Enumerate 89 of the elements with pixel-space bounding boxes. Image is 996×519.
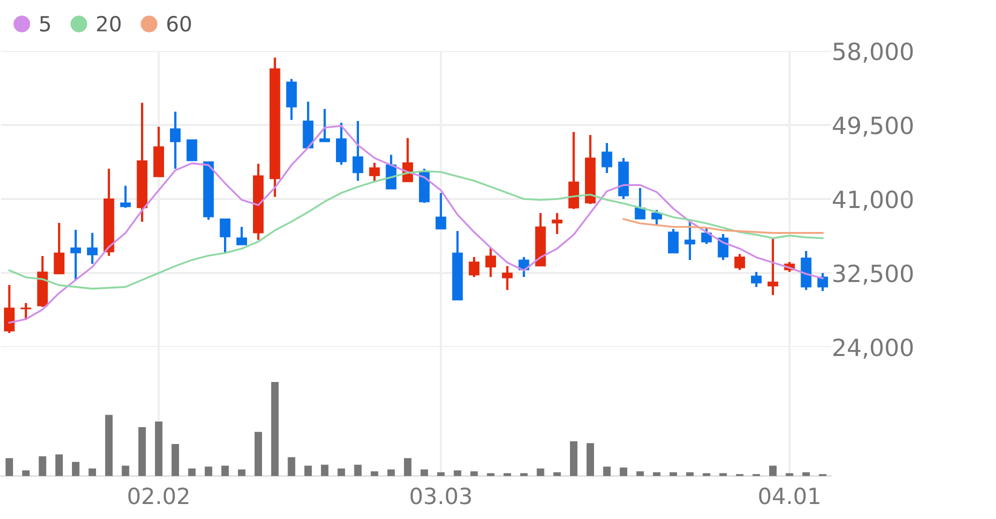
bar: [38, 456, 46, 476]
bar: [88, 468, 96, 476]
bar: [520, 473, 528, 476]
candlestick: [20, 302, 32, 322]
candlestick: [4, 284, 15, 334]
bar: [254, 432, 262, 476]
bar: [603, 466, 611, 476]
candlestick: [319, 108, 330, 143]
candlestick: [70, 228, 82, 282]
candlestick: [602, 142, 612, 174]
candlestick: [236, 226, 248, 246]
bar: [470, 471, 478, 476]
candlestick: [170, 110, 181, 170]
bar: [620, 468, 628, 476]
bar: [22, 470, 30, 476]
candlestick: [817, 272, 828, 292]
bar: [586, 443, 594, 476]
bar: [154, 421, 162, 476]
candlestick: [86, 232, 98, 265]
y-tick-label: 24,000: [833, 338, 913, 359]
bar: [55, 454, 63, 476]
candlestick: [651, 208, 662, 226]
candlestick: [734, 252, 746, 272]
bar: [138, 427, 146, 476]
bar: [221, 466, 229, 476]
line-series: [622, 218, 824, 234]
x-tick-label: 03.03: [410, 488, 471, 504]
bar: [387, 469, 395, 476]
bar: [802, 472, 810, 476]
candlestick: [120, 184, 131, 209]
bar: [636, 471, 644, 476]
bar: [320, 464, 328, 476]
bar: [72, 462, 80, 476]
bar: [652, 472, 660, 476]
y-tick-label: 41,000: [832, 190, 913, 211]
candlestick: [718, 232, 728, 262]
bar: [454, 470, 462, 476]
candlestick: [768, 238, 778, 296]
x-tick-label: 02.02: [128, 488, 188, 504]
candlestick: [186, 139, 198, 162]
legend-label: 5: [40, 16, 50, 32]
bar: [304, 466, 312, 476]
bar: [404, 458, 412, 476]
candlestick: [750, 270, 762, 288]
bar: [570, 441, 578, 476]
bar: [702, 473, 710, 476]
candlestick: [668, 228, 679, 254]
bar: [204, 466, 212, 476]
candlestick: [436, 192, 446, 230]
candlestick: [701, 226, 712, 246]
bar: [786, 473, 794, 476]
bar: [271, 382, 279, 476]
bar: [536, 468, 544, 476]
candlestick: [369, 162, 380, 183]
bar: [338, 468, 346, 476]
bar: [172, 444, 180, 476]
candlestick: [468, 256, 480, 278]
bar: [553, 472, 561, 476]
bar: [769, 466, 777, 476]
legend-label: 20: [97, 16, 121, 32]
y-tick-label: 49,500: [832, 116, 913, 137]
bar: [370, 471, 378, 476]
candlestick: [684, 220, 696, 262]
legend-label: 60: [167, 16, 191, 32]
bar: [504, 473, 512, 476]
bar: [686, 472, 694, 476]
candlestick: [552, 212, 562, 236]
bar: [719, 473, 727, 476]
candlestick: [220, 218, 230, 254]
bar: [6, 458, 14, 476]
candlestick: [634, 186, 646, 220]
bar: [354, 464, 362, 476]
bar: [670, 472, 678, 476]
candlestick: [485, 246, 496, 278]
bar: [420, 469, 428, 476]
bar: [188, 468, 196, 476]
x-tick-label: 04.01: [759, 488, 820, 504]
bar: [486, 473, 494, 476]
y-tick-label: 32,500: [834, 264, 913, 285]
bar: [238, 469, 246, 476]
y-tick-label: 58,000: [834, 42, 913, 63]
bar: [437, 472, 445, 476]
bar: [288, 457, 296, 476]
bar: [122, 466, 130, 476]
candlestick: [336, 122, 347, 166]
candlestick: [502, 264, 513, 292]
candlestick: [352, 120, 364, 182]
bar: [105, 414, 113, 476]
candlestick: [54, 222, 64, 275]
